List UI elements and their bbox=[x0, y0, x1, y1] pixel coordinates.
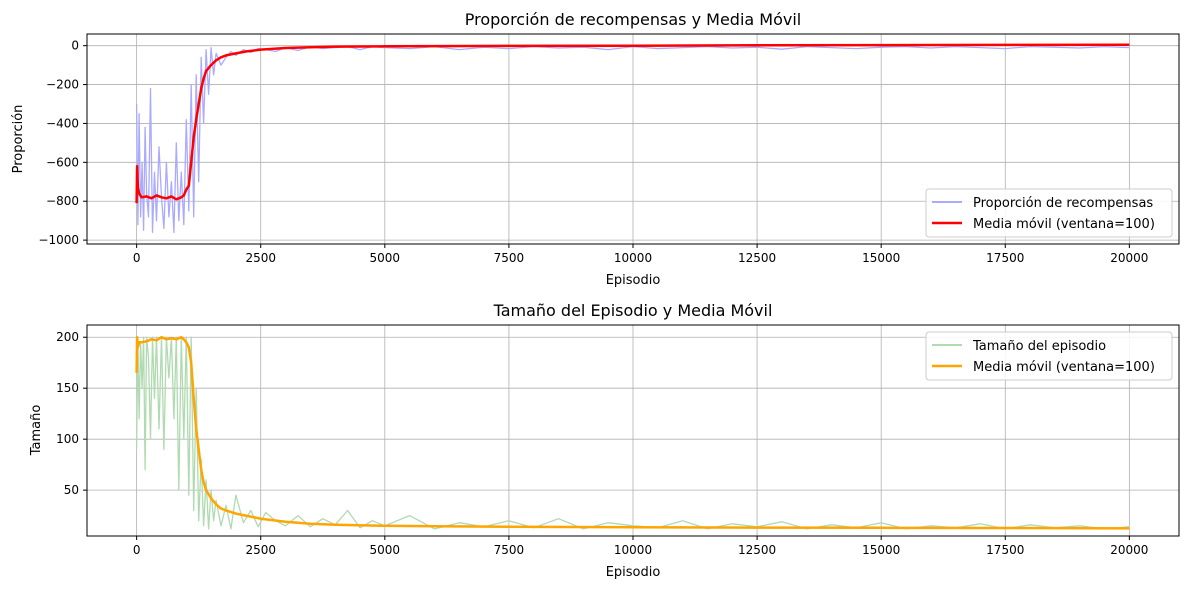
chart-1-y-tick-label: −600 bbox=[46, 155, 79, 169]
chart-1-legend-label-mean: Media móvil (ventana=100) bbox=[973, 217, 1155, 232]
chart-2-x-ticks: 0 2500 5000 7500 10000 12500 15000 17500 20000 bbox=[133, 536, 1148, 557]
chart-2-x-axis-label: Episodio bbox=[606, 565, 661, 580]
chart-1-x-axis-label: Episodio bbox=[606, 273, 661, 288]
chart-1-x-ticks: 0 2500 5000 7500 10000 12500 15000 17500 20000 bbox=[133, 244, 1148, 265]
chart-2-y-tick-label: 100 bbox=[56, 432, 79, 446]
chart-1-x-tick-label: 5000 bbox=[370, 251, 401, 265]
chart-1-legend: Proporción de recompensas Media móvil (v… bbox=[925, 188, 1173, 238]
chart-2-y-tick-label: 50 bbox=[64, 483, 79, 497]
chart-2-series bbox=[135, 335, 1130, 530]
chart-2-x-tick-label: 5000 bbox=[370, 543, 401, 557]
chart-2-y-axis-label: Tamaño bbox=[29, 405, 44, 457]
chart-1-series-mean bbox=[135, 43, 1130, 204]
chart-1-x-tick-label: 7500 bbox=[494, 251, 525, 265]
chart-2-x-tick-label: 0 bbox=[133, 543, 141, 557]
chart-2-legend-label-raw: Tamaño del episodio bbox=[972, 339, 1106, 354]
chart-1-y-tick-label: −800 bbox=[46, 194, 79, 208]
chart-2-x-tick-label: 7500 bbox=[494, 543, 525, 557]
chart-1-x-tick-label: 20000 bbox=[1110, 251, 1148, 265]
chart-1-legend-box bbox=[925, 188, 1173, 238]
chart-1-y-tick-label: −1000 bbox=[38, 233, 79, 247]
chart-2-title: Tamaño del Episodio y Media Móvil bbox=[493, 301, 773, 320]
chart-2-x-tick-label: 12500 bbox=[738, 543, 776, 557]
chart-2-legend-box bbox=[925, 331, 1173, 381]
chart-2-x-tick-label: 10000 bbox=[614, 543, 652, 557]
chart-1-x-tick-label: 2500 bbox=[245, 251, 276, 265]
chart-2-y-tick-label: 200 bbox=[56, 330, 79, 344]
chart-1-x-tick-label: 10000 bbox=[614, 251, 652, 265]
chart-2-legend: Tamaño del episodio Media móvil (ventana… bbox=[925, 331, 1173, 381]
chart-2: Tamaño del Episodio y Media Móvil 0 2500 5… bbox=[29, 301, 1180, 580]
chart-1-series bbox=[135, 43, 1130, 233]
chart-2-series-mean bbox=[135, 335, 1130, 530]
chart-1-x-tick-label: 15000 bbox=[862, 251, 900, 265]
chart-1-y-ticks: 0 −200 −400 −600 −800 −1000 bbox=[38, 39, 87, 247]
chart-1-title: Proporción de recompensas y Media Móvil bbox=[465, 10, 802, 29]
chart-2-x-tick-label: 15000 bbox=[862, 543, 900, 557]
chart-1-y-tick-label: 0 bbox=[71, 39, 79, 53]
chart-1-x-tick-label: 12500 bbox=[738, 251, 776, 265]
chart-2-x-tick-label: 2500 bbox=[245, 543, 276, 557]
chart-1-x-tick-label: 0 bbox=[133, 251, 141, 265]
chart-2-x-tick-label: 17500 bbox=[986, 543, 1024, 557]
chart-1-y-tick-label: −200 bbox=[46, 78, 79, 92]
chart-2-y-ticks: 50 100 150 200 bbox=[56, 330, 87, 497]
chart-1: Proporción de recompensas y Media Móvil … bbox=[11, 10, 1180, 288]
chart-2-legend-label-mean: Media móvil (ventana=100) bbox=[973, 360, 1155, 375]
chart-1-x-tick-label: 17500 bbox=[986, 251, 1024, 265]
chart-1-y-axis-label: Proporción bbox=[11, 105, 26, 174]
chart-2-x-tick-label: 20000 bbox=[1110, 543, 1148, 557]
chart-1-y-tick-label: −400 bbox=[46, 116, 79, 130]
chart-1-legend-label-raw: Proporción de recompensas bbox=[973, 196, 1153, 211]
chart-2-y-tick-label: 150 bbox=[56, 381, 79, 395]
